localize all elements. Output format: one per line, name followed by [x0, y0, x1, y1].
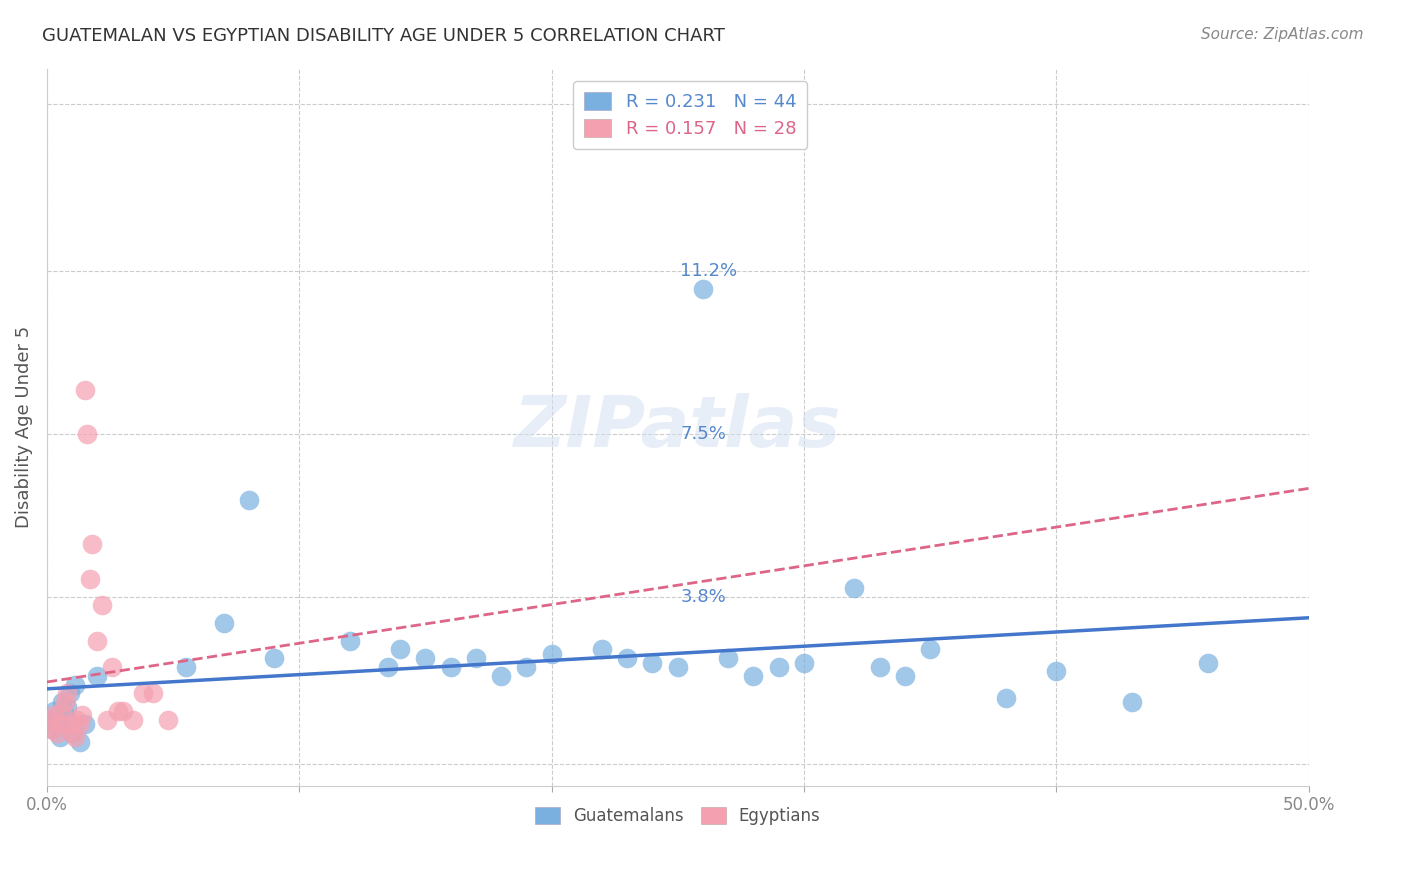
Point — [70, 708, 93, 723]
Point — [44, 708, 66, 723]
Point — [156, 713, 179, 727]
Point — [793, 656, 815, 670]
Text: 15.0%: 15.0% — [681, 95, 737, 112]
Point — [48, 717, 70, 731]
Point — [666, 660, 689, 674]
Point — [918, 642, 941, 657]
Point — [41, 722, 63, 736]
Point — [440, 660, 463, 674]
Point — [69, 735, 91, 749]
Point — [66, 713, 89, 727]
Point — [339, 633, 361, 648]
Point — [742, 669, 765, 683]
Point — [51, 704, 73, 718]
Point — [82, 537, 104, 551]
Point — [56, 686, 79, 700]
Point — [73, 383, 96, 397]
Point — [60, 726, 83, 740]
Point — [142, 686, 165, 700]
Point — [53, 708, 76, 723]
Point — [717, 651, 740, 665]
Text: 11.2%: 11.2% — [681, 262, 737, 280]
Text: 7.5%: 7.5% — [681, 425, 725, 442]
Point — [76, 426, 98, 441]
Text: ZIPatlas: ZIPatlas — [515, 392, 841, 462]
Point — [263, 651, 285, 665]
Point — [59, 717, 82, 731]
Point — [53, 695, 76, 709]
Point — [107, 704, 129, 718]
Point — [894, 669, 917, 683]
Point — [101, 660, 124, 674]
Point — [540, 647, 562, 661]
Point — [212, 615, 235, 630]
Point — [38, 713, 60, 727]
Point — [616, 651, 638, 665]
Point — [1197, 656, 1219, 670]
Point — [111, 704, 134, 718]
Point — [96, 713, 118, 727]
Point — [41, 722, 63, 736]
Point — [79, 572, 101, 586]
Point — [132, 686, 155, 700]
Point — [389, 642, 412, 657]
Point — [591, 642, 613, 657]
Point — [60, 726, 83, 740]
Point — [377, 660, 399, 674]
Point — [73, 717, 96, 731]
Point — [91, 599, 114, 613]
Y-axis label: Disability Age Under 5: Disability Age Under 5 — [15, 326, 32, 528]
Point — [641, 656, 664, 670]
Point — [51, 695, 73, 709]
Point — [38, 713, 60, 727]
Point — [63, 731, 86, 745]
Point — [174, 660, 197, 674]
Point — [121, 713, 143, 727]
Point — [1121, 695, 1143, 709]
Point — [238, 492, 260, 507]
Point — [86, 669, 108, 683]
Legend: Guatemalans, Egyptians: Guatemalans, Egyptians — [524, 797, 831, 835]
Point — [515, 660, 537, 674]
Point — [768, 660, 790, 674]
Text: 3.8%: 3.8% — [681, 588, 725, 606]
Text: Source: ZipAtlas.com: Source: ZipAtlas.com — [1201, 27, 1364, 42]
Point — [464, 651, 486, 665]
Point — [869, 660, 891, 674]
Point — [44, 704, 66, 718]
Point — [86, 633, 108, 648]
Point — [48, 731, 70, 745]
Point — [489, 669, 512, 683]
Point — [46, 717, 69, 731]
Point — [56, 699, 79, 714]
Point — [844, 581, 866, 595]
Point — [415, 651, 437, 665]
Point — [994, 690, 1017, 705]
Point — [59, 686, 82, 700]
Point — [63, 677, 86, 691]
Point — [69, 717, 91, 731]
Text: GUATEMALAN VS EGYPTIAN DISABILITY AGE UNDER 5 CORRELATION CHART: GUATEMALAN VS EGYPTIAN DISABILITY AGE UN… — [42, 27, 725, 45]
Point — [1045, 665, 1067, 679]
Point — [692, 281, 714, 295]
Point — [46, 726, 69, 740]
